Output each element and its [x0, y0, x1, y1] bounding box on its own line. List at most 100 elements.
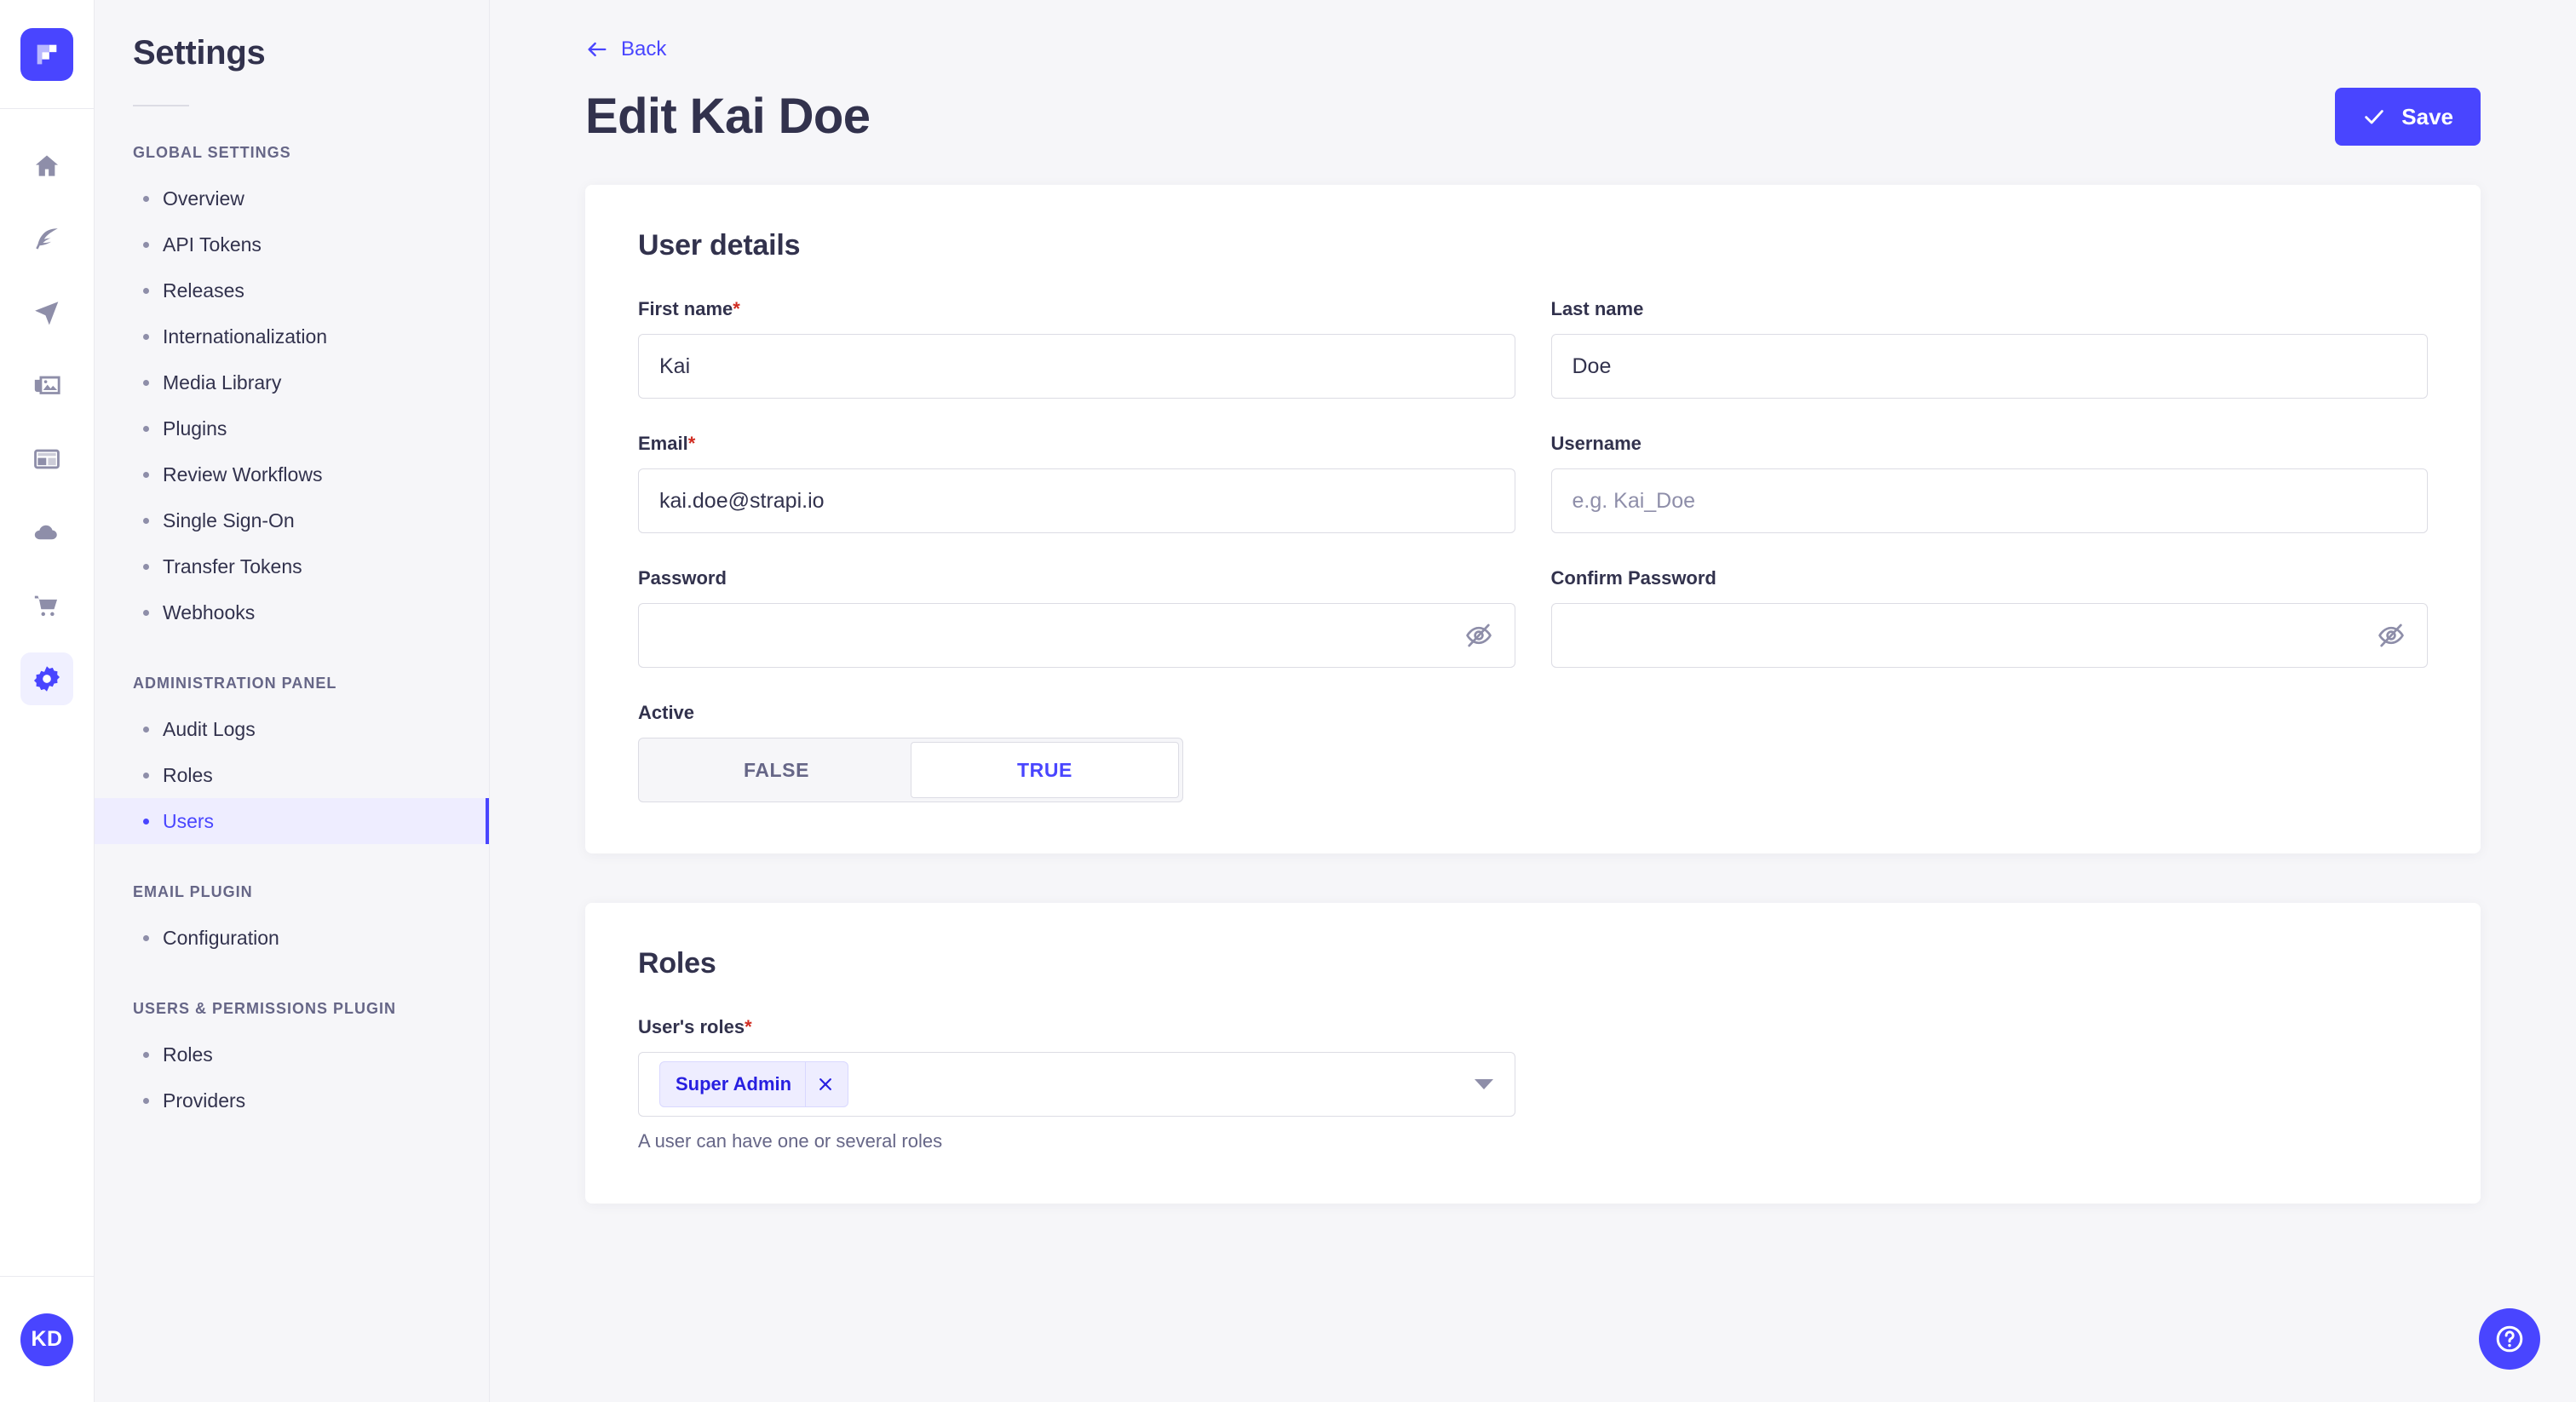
password-field-group: Password — [638, 567, 1515, 668]
confirm-password-input[interactable] — [1550, 603, 2428, 668]
question-mark-icon — [2496, 1325, 2523, 1353]
first-name-label: First name* — [638, 298, 1515, 320]
bullet-icon — [143, 609, 149, 616]
required-asterisk: * — [687, 433, 696, 454]
sidebar-item-single-sign-on[interactable]: Single Sign-On — [95, 497, 489, 543]
sidebar-group-label-email-plugin: EMAIL PLUGIN — [133, 883, 253, 900]
sidebar-item-internationalization[interactable]: Internationalization — [95, 313, 489, 359]
rail-item-content-manager[interactable] — [20, 213, 73, 266]
settings-sidebar: Settings GLOBAL SETTINGS Overview API To… — [95, 0, 490, 1402]
close-icon[interactable] — [805, 1061, 844, 1107]
rail-item-content-type-builder[interactable] — [20, 286, 73, 339]
sidebar-item-review-workflows[interactable]: Review Workflows — [95, 451, 489, 497]
sidebar-item-overview[interactable]: Overview — [95, 175, 489, 221]
user-roles-field-group: User's roles* Super Admin A us — [638, 1016, 1515, 1152]
back-link-label: Back — [621, 37, 667, 60]
password-input[interactable] — [638, 603, 1515, 668]
sidebar-item-media-library[interactable]: Media Library — [95, 359, 489, 405]
back-link[interactable]: Back — [585, 37, 666, 61]
role-tag-super-admin: Super Admin — [659, 1061, 849, 1107]
first-name-input-wrap — [638, 334, 1515, 399]
email-input[interactable] — [638, 468, 1515, 533]
eye-off-icon[interactable] — [2377, 621, 2406, 650]
last-name-input[interactable] — [1550, 334, 2428, 399]
username-input[interactable] — [1550, 468, 2428, 533]
strapi-logo-icon[interactable] — [20, 27, 73, 81]
sidebar-group-label-administration-panel: ADMINISTRATION PANEL — [133, 675, 337, 692]
sidebar-list-users-permissions-plugin: Roles Providers — [95, 1031, 489, 1123]
main-content: Back Edit Kai Doe Save User details Firs… — [490, 0, 2576, 1402]
rail-footer: KD — [0, 1276, 94, 1402]
bullet-icon — [143, 772, 149, 779]
active-toggle-true[interactable]: TRUE — [911, 742, 1179, 798]
eye-off-icon[interactable] — [1464, 621, 1493, 650]
first-name-input[interactable] — [638, 334, 1515, 399]
sidebar-list-email-plugin: Configuration — [95, 915, 489, 961]
rail-item-pages[interactable] — [20, 433, 73, 486]
sidebar-group-label-users-permissions-plugin: USERS & PERMISSIONS PLUGIN — [133, 1000, 397, 1017]
last-name-field-group: Last name — [1550, 298, 2428, 399]
bullet-icon — [143, 425, 149, 432]
last-name-label: Last name — [1550, 298, 1644, 319]
required-asterisk: * — [745, 1016, 752, 1037]
sidebar-item-label: Webhooks — [163, 600, 256, 623]
sidebar-item-webhooks[interactable]: Webhooks — [95, 589, 489, 635]
sidebar-item-users[interactable]: Users — [95, 798, 489, 844]
email-input-wrap — [638, 468, 1515, 533]
arrow-left-icon — [588, 42, 607, 57]
bullet-icon — [143, 1051, 149, 1058]
active-label: Active — [638, 702, 695, 723]
rail-item-media-library[interactable] — [20, 359, 73, 412]
username-input-wrap — [1550, 468, 2428, 533]
sidebar-divider — [133, 105, 189, 106]
rail-item-home[interactable] — [20, 140, 73, 192]
bullet-icon — [143, 1097, 149, 1104]
sidebar-item-audit-logs[interactable]: Audit Logs — [95, 706, 489, 752]
email-label: Email* — [638, 433, 1515, 455]
confirm-password-input-wrap — [1550, 603, 2428, 668]
save-button-label: Save — [2401, 103, 2453, 129]
sidebar-item-label: Users — [163, 809, 215, 832]
sidebar-item-label: Plugins — [163, 417, 227, 440]
check-icon — [2365, 110, 2383, 124]
sidebar-item-label: Overview — [163, 187, 244, 210]
bullet-icon — [143, 287, 149, 294]
page-header: Back Edit Kai Doe Save — [490, 0, 2576, 146]
active-field-group: Active FALSE TRUE — [638, 702, 1515, 802]
sidebar-item-label: Internationalization — [163, 325, 328, 348]
sidebar-item-plugins[interactable]: Plugins — [95, 405, 489, 451]
sidebar-item-roles[interactable]: Roles — [95, 752, 489, 798]
sidebar-title: Settings — [133, 34, 266, 72]
rail-icon-list — [0, 109, 94, 1276]
save-button[interactable]: Save — [2335, 88, 2481, 146]
sidebar-item-api-tokens[interactable]: API Tokens — [95, 221, 489, 267]
page-title: Edit Kai Doe — [585, 89, 871, 144]
sidebar-item-up-roles[interactable]: Roles — [95, 1031, 489, 1077]
sidebar-item-providers[interactable]: Providers — [95, 1077, 489, 1123]
avatar[interactable]: KD — [20, 1313, 73, 1366]
sidebar-item-label: Roles — [163, 1043, 213, 1066]
rail-item-cloud[interactable] — [20, 506, 73, 559]
roles-title: Roles — [638, 947, 716, 980]
user-details-grid: First name* Last name Email* — [638, 298, 2428, 802]
sidebar-item-label: Roles — [163, 763, 213, 786]
rail-item-marketplace[interactable] — [20, 579, 73, 632]
help-button[interactable] — [2479, 1308, 2540, 1370]
sidebar-item-label: Releases — [163, 279, 244, 302]
sidebar-item-transfer-tokens[interactable]: Transfer Tokens — [95, 543, 489, 589]
bullet-icon — [143, 471, 149, 478]
sidebar-item-label: API Tokens — [163, 233, 262, 256]
active-toggle-false[interactable]: FALSE — [642, 742, 911, 798]
first-name-field-group: First name* — [638, 298, 1515, 399]
main-nav-rail: KD — [0, 0, 95, 1402]
user-roles-select[interactable]: Super Admin — [638, 1052, 1515, 1117]
sidebar-item-releases[interactable]: Releases — [95, 267, 489, 313]
roles-card: Roles User's roles* Super Admin — [585, 903, 2481, 1204]
sidebar-item-configuration[interactable]: Configuration — [95, 915, 489, 961]
rail-item-settings[interactable] — [20, 652, 73, 705]
sidebar-item-label: Transfer Tokens — [163, 554, 302, 577]
last-name-input-wrap — [1550, 334, 2428, 399]
chevron-down-icon[interactable] — [1474, 1079, 1493, 1089]
bullet-icon — [143, 726, 149, 733]
